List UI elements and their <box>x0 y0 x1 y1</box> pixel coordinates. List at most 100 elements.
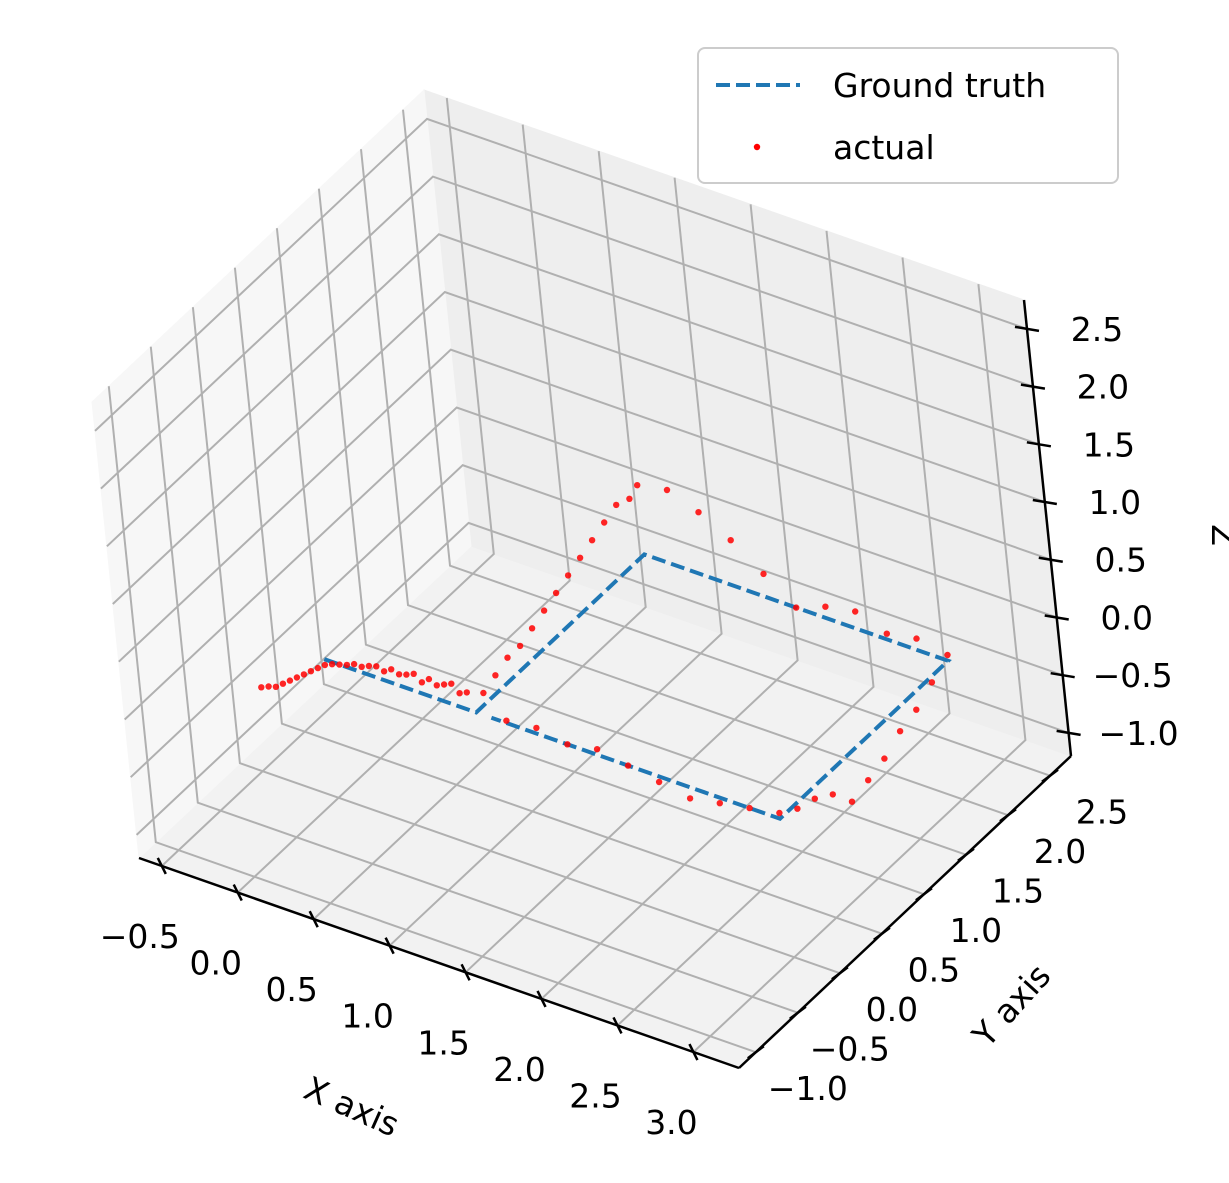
actual-point <box>794 805 801 812</box>
z-grid-line <box>130 464 1064 778</box>
x-tick <box>612 1016 623 1035</box>
actual-point <box>425 675 433 683</box>
x-grid-line <box>692 283 1027 1053</box>
actual-point <box>373 663 380 670</box>
y-tick-label: 1.0 <box>950 911 1002 950</box>
z-grid-line <box>100 175 1034 490</box>
actual-point <box>503 717 510 724</box>
actual-point <box>944 651 951 659</box>
actual-point <box>896 728 904 735</box>
actual-point <box>865 777 872 784</box>
z-grid-line <box>106 233 1040 548</box>
actual-point <box>328 661 336 668</box>
z-tick-label: −0.5 <box>1093 656 1173 695</box>
actual-point <box>626 495 633 502</box>
x-tick-label: 2.5 <box>569 1076 621 1115</box>
actual-point <box>492 672 499 679</box>
actual-point <box>516 642 524 650</box>
x-grid-line <box>161 97 495 867</box>
x-tick-label: 1.0 <box>341 997 393 1036</box>
x-tick-label: 3.0 <box>645 1103 697 1142</box>
legend-actual-swatch <box>753 143 761 151</box>
x-grid-line <box>237 124 571 894</box>
actual-point <box>552 589 560 597</box>
actual-point <box>624 762 632 769</box>
y-tick <box>1041 768 1059 783</box>
actual-point <box>822 603 829 610</box>
actual-point <box>463 689 470 696</box>
actual-point <box>746 804 753 812</box>
actual-point <box>504 654 511 661</box>
actual-point <box>695 509 702 516</box>
x-grid-line <box>388 177 723 947</box>
x-tick <box>460 963 471 981</box>
actual-point <box>613 501 620 509</box>
y-grid-line <box>402 109 1051 777</box>
actual-point <box>336 661 343 668</box>
x-tick <box>232 883 243 902</box>
actual-point <box>913 706 920 713</box>
actual-point <box>686 795 694 802</box>
side-pane <box>91 88 472 860</box>
x-grid-line <box>464 204 799 974</box>
actual-point <box>272 683 280 690</box>
y-tick <box>915 887 933 902</box>
actual-point <box>576 554 584 561</box>
z-grid-line <box>118 348 1052 663</box>
legend-ground-truth-label: Ground truth <box>833 66 1046 105</box>
z-tick-label: −1.0 <box>1099 714 1179 753</box>
z-tick-label: 0.5 <box>1095 541 1147 580</box>
actual-point <box>588 537 596 544</box>
actual-point <box>776 809 783 817</box>
actual-point <box>564 741 571 748</box>
actual-point <box>365 662 373 670</box>
actual-point <box>403 671 410 678</box>
legend-actual-label: actual <box>833 128 935 167</box>
actual-point <box>881 755 888 762</box>
x-grid-line <box>540 230 875 1000</box>
actual-point <box>314 664 322 672</box>
x-tick <box>384 937 395 955</box>
actual-point <box>350 660 358 668</box>
actual-point <box>634 482 641 489</box>
actual-point <box>601 519 608 526</box>
actual-point <box>395 671 403 678</box>
actual-point <box>593 746 601 753</box>
x-tick <box>688 1043 699 1061</box>
z-tick <box>1044 614 1069 621</box>
x-tick <box>156 857 167 875</box>
axis-lines: −0.50.00.51.01.52.02.53.0−1.0−0.50.00.51… <box>100 299 1179 1142</box>
y-tick-label: 1.5 <box>992 872 1044 911</box>
y-grid-line <box>317 188 967 856</box>
actual-point <box>811 795 818 802</box>
y-tick-label: 2.0 <box>1034 832 1086 871</box>
actual-point <box>279 680 287 687</box>
actual-point <box>793 604 800 611</box>
y-tick <box>999 808 1017 823</box>
actual-point <box>440 681 448 688</box>
y-tick-label: 0.5 <box>908 951 960 990</box>
z-tick <box>1050 671 1075 679</box>
y-tick-label: −1.0 <box>768 1069 848 1108</box>
actual-point <box>883 630 890 637</box>
actual-point <box>533 724 540 732</box>
y-grid-line <box>275 228 925 896</box>
x-tick-label: 0.5 <box>265 970 317 1009</box>
z-tick <box>1032 498 1058 506</box>
z-tick-label: 1.5 <box>1083 425 1135 464</box>
z-tick <box>1038 556 1063 563</box>
actual-point <box>418 679 426 686</box>
z-axis-line <box>1022 299 1073 757</box>
z-tick-label: 2.0 <box>1077 368 1129 407</box>
actual-point <box>343 661 351 669</box>
legend-frame <box>697 47 1119 184</box>
z-axis-label: Z <box>1205 524 1229 547</box>
z-tick <box>1020 383 1046 390</box>
actual-point <box>829 791 836 798</box>
y-grid-line <box>107 386 757 1054</box>
z-tick-label: 2.5 <box>1071 310 1123 349</box>
y-tick-label: 2.5 <box>1076 793 1128 832</box>
actual-point <box>564 572 572 579</box>
